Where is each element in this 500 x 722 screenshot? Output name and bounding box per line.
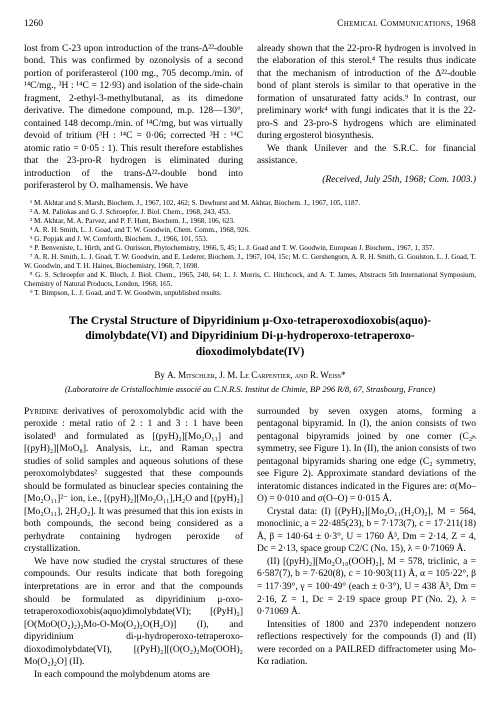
ref-4: ⁴ A. R. H. Smith, L. J. Goad, and T. W. … [24, 226, 476, 235]
authors-line: By A. Mitschler, J. M. Le Carpentier, an… [24, 370, 476, 382]
main-left-p2: We have now studied the crystal structur… [24, 556, 243, 669]
authors-by: By [154, 370, 167, 380]
affiliation: (Laboratoire de Cristallochimie associé … [24, 384, 476, 395]
received-line: (Received, July 25th, 1968; Com. 1003.) [257, 174, 476, 187]
ref-2: ² A. M. Paliokas and G. J. Schroepfer, J… [24, 208, 476, 217]
top-article-body: lost from C-23 upon introduction of the … [24, 43, 476, 193]
ref-6: ⁶ P. Benveniste, L. Hirth, and G. Ouriss… [24, 244, 476, 253]
page-number: 1260 [24, 18, 43, 31]
ref-7: ⁷ A. R. H. Smith, L. J. Goad, T. W. Good… [24, 253, 476, 271]
main-article-body: Pyridine derivatives of peroxomolybdic a… [24, 406, 476, 682]
main-right-p2: Crystal data: (I) [(PyH)₂][Mo₂O₁₁(H₂O)₂]… [257, 506, 476, 556]
top-right-para1: already shown that the 22-pro-R hydrogen… [257, 43, 476, 143]
ref-9: ⁹ T. Bimpson, L. J. Goad, and T. W. Good… [24, 289, 476, 298]
running-title: Chemical Communications, 1968 [337, 18, 476, 31]
ref-3: ³ M. Akhtar, M. A. Parvez, and P. F. Hun… [24, 217, 476, 226]
top-left-para: lost from C-23 upon introduction of the … [24, 43, 243, 193]
main-left-p3: In each compound the molybdenum atoms ar… [24, 669, 243, 682]
main-left-p1-text: derivatives of peroxomolybdic acid with … [24, 407, 243, 555]
ref-1: ¹ M. Akhtar and S. Marsh, Biochem. J., 1… [24, 199, 476, 208]
ref-8: ⁸ G. S. Schroepfer and K. Bloch, J. Biol… [24, 271, 476, 289]
main-right-p1: surrounded by seven oxygen atoms, formin… [257, 406, 476, 506]
ref-5: ⁵ G. Popjak and J. W. Cornforth, Biochem… [24, 235, 476, 244]
main-left-p1: Pyridine derivatives of peroxomolybdic a… [24, 406, 243, 556]
references-block: ¹ M. Akhtar and S. Marsh, Biochem. J., 1… [24, 199, 476, 298]
top-right-para2: We thank Unilever and the S.R.C. for fin… [257, 143, 476, 168]
authors-names: A. Mitschler, J. M. Le Carpentier, and R… [167, 370, 346, 380]
article-title: The Crystal Structure of Dipyridinium μ-… [32, 314, 468, 361]
main-right-p4: Intensities of 1800 and 2370 independent… [257, 619, 476, 669]
main-right-p3: (II) [(pyH)₂][Mo₂O₁₀(OOH)₂], M = 578, tr… [257, 556, 476, 619]
